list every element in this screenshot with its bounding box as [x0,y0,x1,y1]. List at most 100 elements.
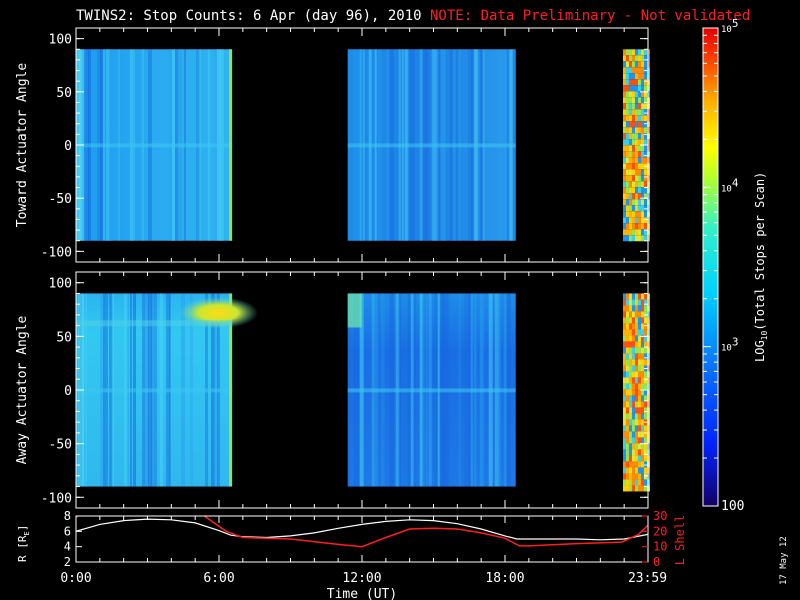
heatmap-cell [625,377,629,384]
heatmap-cell [622,175,626,182]
heatmap-cell [628,395,632,402]
heatmap-cell [643,443,647,450]
heatmap-cell [628,353,632,360]
heatmap-cell [640,365,644,372]
heatmap-cell [643,383,647,390]
colorbar-tick-exp: 3 [732,336,739,349]
heatmap-cell [634,371,638,378]
heatmap-cell [634,187,638,194]
heatmap-cell [634,293,638,300]
heatmap-cell [631,389,635,396]
heatmap-cell [640,205,644,212]
heatmap-cell [625,181,629,188]
heatmap-cell [637,377,641,384]
heatmap-cell [631,455,635,462]
heatmap-cell [628,479,632,486]
heatmap-cell [625,109,629,116]
heatmap-cell [640,437,644,444]
heatmap-cell [643,73,647,80]
heatmap-cell [628,103,632,110]
heatmap-cell [628,67,632,74]
heatmap-cell [643,193,647,200]
heatmap-cell [637,437,641,444]
heatmap-cell [643,347,647,354]
r-axis-label-close: ] [16,525,29,532]
heatmap-cell [634,419,638,426]
heatmap-cell [622,235,626,242]
heatmap-cell [628,365,632,372]
heatmap-cell [625,211,629,218]
heatmap-cell [640,163,644,170]
heatmap-cell [628,389,632,396]
heatmap-cell [625,73,629,80]
heatmap-cell [628,305,632,312]
heatmap-cell [643,341,647,348]
heatmap-cell [622,229,626,236]
heatmap-cell [625,163,629,170]
heatmap-cell [643,293,647,300]
heatmap-cell [634,443,638,450]
heatmap-cell [631,223,635,230]
heatmap-cell [625,467,629,474]
heatmap-cell [640,407,644,414]
heatmap-cell [634,473,638,480]
heatmap-cell [631,133,635,140]
colorbar-label: LOG10(Total Stops per Scan) [753,172,769,362]
heatmap-edge-column [229,49,233,241]
heatmap-cell [625,79,629,86]
heatmap-cell [634,97,638,104]
heatmap-cell [637,335,641,342]
heatmap-cell [643,139,647,146]
heatmap-cell [622,473,626,480]
heatmap-cell [640,79,644,86]
heatmap-cell [631,217,635,224]
heatmap-cell [634,401,638,408]
heatmap-cell [637,223,641,230]
y-axis-label: Away Actuator Angle [15,315,30,464]
heatmap-cell [628,431,632,438]
heatmap-cell [625,205,629,212]
heatmap-cell [634,199,638,206]
heatmap-cell [622,317,626,324]
y-tick-label: 0 [64,384,72,399]
heatmap-cell [640,359,644,366]
heatmap-cell [625,425,629,432]
heatmap-cell [640,55,644,62]
heatmap-cell [640,73,644,80]
heatmap-cell [631,473,635,480]
heatmap-cell [643,455,647,462]
heatmap-cell [631,163,635,170]
heatmap-cell [634,359,638,366]
heatmap-cell [643,235,647,242]
heatmap-cell [622,73,626,80]
zero-angle-band [76,143,233,148]
heatmap-cell [643,109,647,116]
heatmap-cell [634,157,638,164]
heatmap-cell [631,467,635,474]
heatmap-cell [643,121,647,128]
heatmap-cell [625,61,629,68]
heatmap-panels: 100 50 0 -50 -100 Toward Actuator Angle 100 50 0… [15,27,650,509]
heatmap-cell [631,157,635,164]
heatmap-cell [628,109,632,116]
heatmap-cell [628,407,632,414]
heatmap-cell [622,67,626,74]
heatmap-cell [622,383,626,390]
heatmap-cell [637,139,641,146]
heatmap-cell [637,115,641,122]
heatmap-cell [643,335,647,342]
heatmap-cell [628,49,632,56]
heatmap-cell [622,55,626,62]
heatmap-cell [631,85,635,92]
heatmap-cell [637,211,641,218]
heatmap-cell [637,299,641,306]
heatmap-cell [643,407,647,414]
heatmap-cell [637,407,641,414]
heatmap-cell [640,109,644,116]
heatmap-cell [628,383,632,390]
heatmap-cell [637,461,641,468]
heatmap-cell [634,431,638,438]
heatmap-cell [631,61,635,68]
